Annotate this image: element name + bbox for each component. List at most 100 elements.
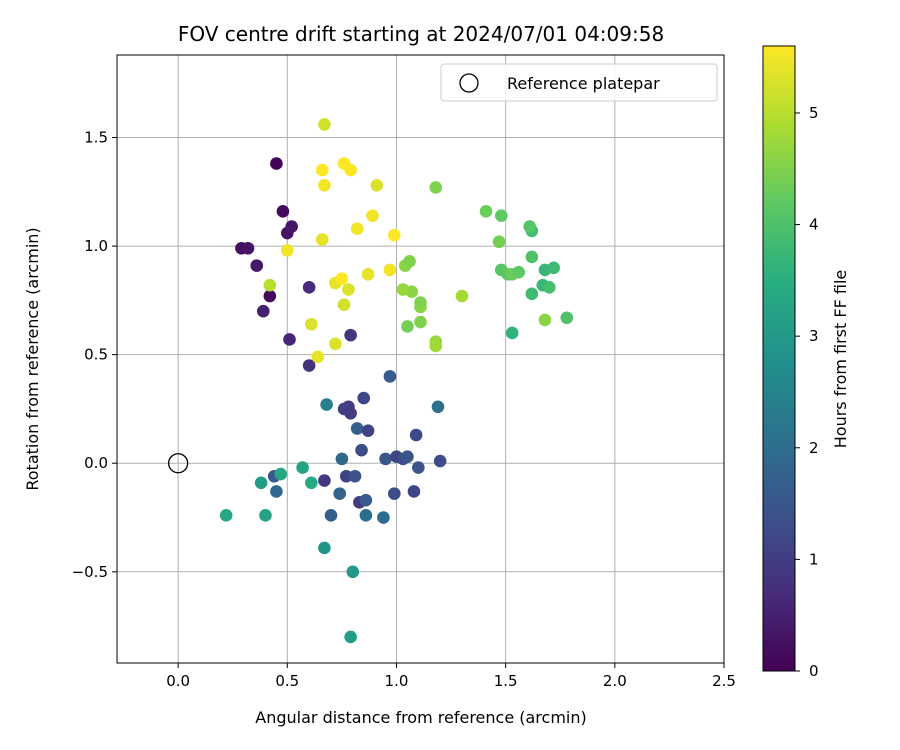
x-axis-ticks: 0.0 0.5 1.0 1.5 2.0 2.5 [166,663,736,690]
data-point [339,469,353,483]
data-point [285,220,298,233]
colorbar-tick-label: 5 [809,104,819,122]
legend-entry-reference: Reference platepar [507,74,660,93]
colorbar-tick-label: 1 [809,550,819,568]
data-point [350,422,364,435]
data-point [412,461,425,474]
data-point [525,287,539,301]
data-point [383,263,397,277]
data-point [355,443,368,457]
data-point [296,461,309,474]
data-point [429,339,443,353]
data-point [335,272,349,285]
data-point [318,541,331,555]
x-axis-label: Angular distance from reference (arcmin) [255,708,586,727]
data-point [479,205,493,218]
data-point [387,228,401,242]
data-point [523,220,536,233]
data-point [429,181,443,194]
data-point [494,209,508,222]
y-tick-label: 1.5 [84,129,108,147]
data-point [361,424,375,437]
data-point [409,428,423,442]
data-point [344,406,357,420]
legend: Reference platepar [440,63,718,102]
colorbar-tick-label: 4 [809,216,819,234]
data-point [414,296,427,309]
data-point [337,298,351,312]
x-tick-label: 0.5 [275,672,299,690]
data-point [259,509,272,522]
data-point [250,259,264,272]
data-point [263,278,277,292]
data-point [320,398,333,411]
data-point [333,487,347,500]
y-tick-label: 0.5 [84,346,108,364]
x-tick-label: 1.0 [385,672,409,690]
data-point [263,289,277,303]
data-point [219,509,233,522]
plot-frame [116,54,725,664]
data-point [403,254,416,268]
legend-box [440,63,718,102]
data-point [346,565,360,579]
data-point [318,178,331,192]
y-tick-label: −0.5 [72,563,108,581]
data-point [318,118,331,131]
data-point [433,454,447,468]
data-point [379,452,392,466]
data-point [305,317,318,331]
data-point [414,315,427,329]
data-points [219,118,574,644]
data-point [305,476,318,490]
y-tick-label: 1.0 [84,237,108,255]
data-point [505,326,519,340]
data-point [359,493,373,507]
data-point [359,509,373,522]
data-point [543,281,556,294]
colorbar-tick-label: 3 [809,327,819,345]
reference-platepar-marker [167,453,189,474]
data-point [344,163,357,177]
colorbar-tick-label: 0 [809,662,819,680]
data-point [324,509,338,522]
data-point [512,265,526,279]
data-point [492,235,506,249]
data-point [560,311,574,325]
data-point [342,283,355,296]
data-point [276,205,290,218]
data-point [401,450,414,464]
data-point [281,244,294,257]
x-tick-label: 2.0 [603,672,627,690]
data-point [318,474,331,487]
y-tick-label: 0.0 [84,454,108,472]
x-tick-label: 1.5 [494,672,518,690]
data-point [283,333,296,346]
data-point [538,313,552,327]
data-point [274,467,288,481]
data-point [270,485,283,498]
legend-marker-icon [459,73,479,93]
colorbar-ticks: 0 1 2 3 4 5 [795,104,819,680]
colorbar: 0 1 2 3 4 5 Hours from first FF file [762,45,850,680]
data-point [370,178,384,192]
data-point [315,233,329,246]
data-point [431,400,445,414]
data-point [455,289,469,303]
reference-marker-layer [167,453,189,474]
grid-lines [117,55,725,663]
colorbar-label: Hours from first FF file [831,270,850,449]
data-point [547,261,560,275]
data-point [357,391,371,405]
data-point [302,359,316,372]
data-point [344,328,357,342]
x-tick-label: 0.0 [166,672,190,690]
data-point [254,476,268,490]
data-point [383,370,397,383]
data-point [241,241,255,255]
data-point [311,350,325,364]
data-point [407,485,421,498]
data-point [270,157,283,170]
data-point [329,337,342,351]
